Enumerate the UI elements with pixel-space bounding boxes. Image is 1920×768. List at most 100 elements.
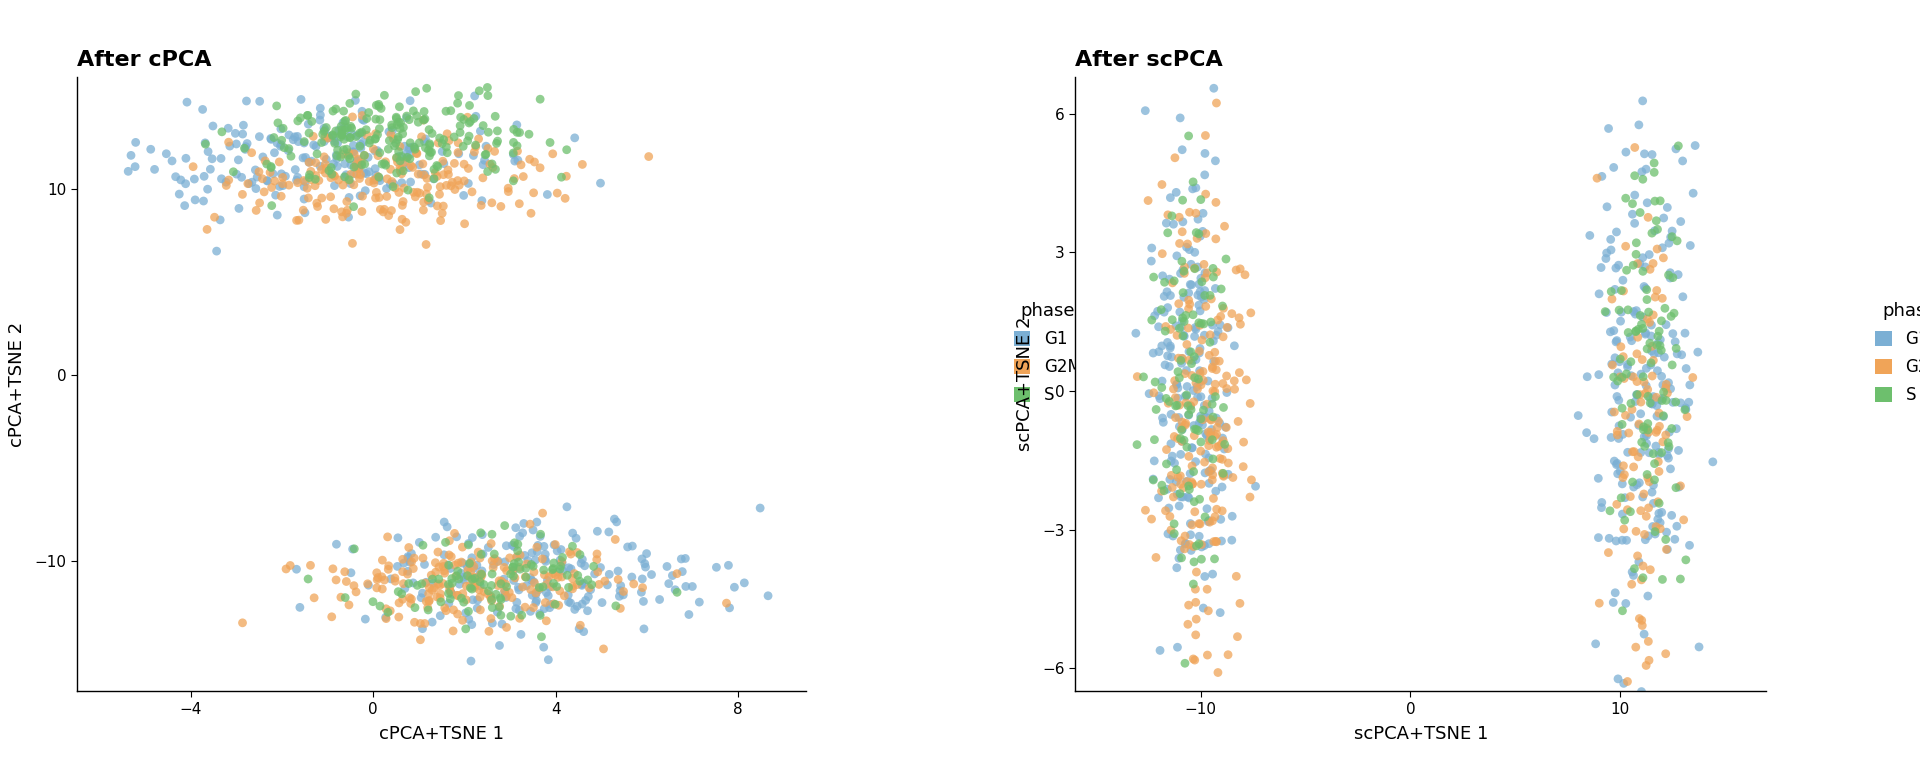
S	[1640, 166, 1670, 178]
S	[353, 137, 384, 149]
G2M	[1164, 399, 1194, 411]
G1	[351, 167, 382, 180]
G1	[1208, 432, 1238, 444]
G2M	[372, 173, 403, 185]
G1	[378, 177, 409, 190]
G2M	[1194, 516, 1225, 528]
G2M	[380, 152, 411, 164]
G1	[730, 577, 760, 589]
G1	[1584, 531, 1615, 544]
G2M	[1607, 350, 1638, 362]
G1	[396, 176, 426, 188]
G2M	[394, 591, 424, 604]
G1	[1651, 526, 1682, 538]
S	[1173, 409, 1204, 421]
G2M	[428, 557, 459, 569]
G1	[468, 158, 499, 170]
G1	[1601, 535, 1632, 547]
G2M	[1192, 583, 1223, 595]
G1	[1165, 357, 1196, 369]
G2M	[1651, 378, 1682, 390]
G1	[457, 531, 488, 544]
G1	[1572, 371, 1603, 383]
G1	[294, 156, 324, 168]
S	[1121, 439, 1152, 451]
G2M	[380, 182, 411, 194]
S	[401, 579, 432, 591]
G1	[1615, 331, 1645, 343]
S	[1626, 436, 1657, 449]
S	[551, 569, 582, 581]
G1	[280, 164, 311, 176]
G1	[1146, 339, 1177, 352]
S	[468, 120, 499, 132]
S	[1661, 482, 1692, 494]
G2M	[444, 557, 474, 569]
G1	[524, 530, 555, 542]
G2M	[307, 192, 338, 204]
G2M	[386, 167, 417, 180]
S	[336, 121, 367, 133]
G2M	[555, 545, 586, 558]
G1	[1647, 242, 1678, 254]
S	[1198, 262, 1229, 274]
G2M	[538, 568, 568, 580]
G1	[192, 183, 223, 195]
G1	[1619, 217, 1649, 230]
G2M	[1619, 445, 1649, 458]
G1	[1196, 319, 1227, 331]
G1	[1638, 497, 1668, 509]
G1	[482, 554, 513, 567]
G1	[1217, 510, 1248, 522]
G1	[1188, 284, 1219, 296]
G2M	[227, 188, 257, 200]
S	[321, 124, 351, 137]
G1	[1603, 468, 1634, 480]
G2M	[340, 586, 371, 598]
G2M	[505, 612, 536, 624]
G1	[1154, 273, 1185, 285]
S	[1632, 293, 1663, 306]
G1	[1177, 354, 1208, 366]
S	[1160, 275, 1190, 287]
G1	[1158, 218, 1188, 230]
G2M	[511, 558, 541, 570]
G1	[459, 149, 490, 161]
S	[1160, 528, 1190, 540]
G1	[330, 121, 361, 134]
G1	[463, 594, 493, 606]
S	[1622, 323, 1653, 336]
G2M	[267, 177, 298, 190]
S	[1162, 464, 1192, 476]
S	[1140, 403, 1171, 415]
G2M	[311, 214, 342, 226]
G1	[436, 588, 467, 601]
G2M	[1183, 383, 1213, 396]
G1	[290, 207, 321, 219]
G2M	[1651, 543, 1682, 555]
G2M	[1200, 233, 1231, 245]
G1	[1169, 329, 1200, 342]
G1	[453, 177, 484, 190]
G1	[1619, 306, 1649, 318]
G1	[259, 147, 290, 159]
G1	[1620, 396, 1651, 408]
S	[317, 161, 348, 174]
S	[1167, 255, 1198, 267]
G2M	[273, 179, 303, 191]
G2M	[1181, 566, 1212, 578]
S	[1198, 453, 1229, 465]
G1	[465, 568, 495, 581]
G1	[626, 553, 657, 565]
G1	[1194, 433, 1225, 445]
G1	[419, 173, 449, 185]
G1	[1596, 432, 1626, 444]
G2M	[1202, 667, 1233, 679]
G1	[1154, 502, 1185, 514]
G2M	[211, 180, 242, 192]
G1	[392, 152, 422, 164]
G1	[509, 518, 540, 530]
G1	[321, 149, 351, 161]
S	[1590, 306, 1620, 318]
G2M	[1202, 314, 1233, 326]
